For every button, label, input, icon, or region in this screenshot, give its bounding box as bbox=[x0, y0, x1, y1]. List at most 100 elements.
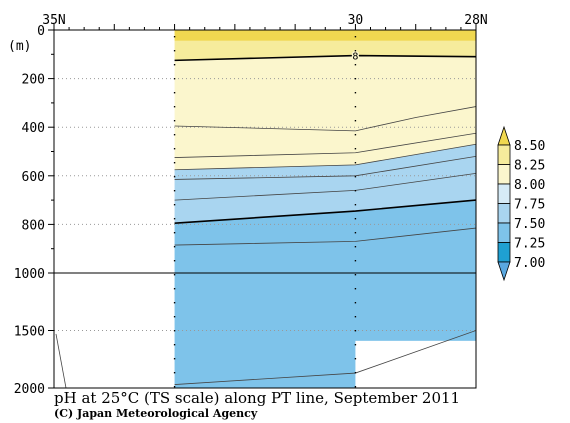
color-bands bbox=[174, 30, 476, 388]
y-tick-label: 1000 bbox=[14, 267, 45, 282]
chart-title: pH at 25°C (TS scale) along PT line, Sep… bbox=[54, 389, 461, 407]
legend-label: 7.00 bbox=[514, 256, 545, 271]
station-dot bbox=[354, 302, 357, 304]
y-tick-label: 1500 bbox=[14, 325, 45, 340]
contour-label: 8 bbox=[352, 52, 358, 63]
y-tick-label: 2000 bbox=[14, 382, 45, 397]
station-dot bbox=[173, 274, 176, 276]
station-dot bbox=[354, 288, 357, 290]
station-dot bbox=[354, 246, 357, 248]
axes: 35N 30 28N 0 200 400 600 800 1000 1500 2000 (m) bbox=[8, 13, 488, 397]
legend-swatch bbox=[497, 203, 511, 224]
x-tick-label: 28N bbox=[464, 13, 487, 28]
station-dot bbox=[354, 190, 357, 192]
station-dot bbox=[354, 36, 357, 38]
station-dot bbox=[354, 78, 357, 80]
legend-label: 7.75 bbox=[514, 198, 545, 213]
contour-line bbox=[174, 143, 476, 171]
station-dot bbox=[173, 50, 176, 52]
station-dot bbox=[354, 92, 357, 94]
station-dot bbox=[173, 302, 176, 304]
legend-swatch bbox=[497, 242, 511, 263]
legend-label: 8.00 bbox=[514, 178, 545, 193]
contour-line bbox=[55, 333, 67, 388]
station-dot bbox=[354, 386, 357, 388]
station-dot bbox=[173, 372, 176, 374]
station-dot bbox=[354, 162, 357, 164]
station-dot bbox=[354, 274, 357, 276]
grid-lines bbox=[54, 78, 476, 331]
station-dot bbox=[354, 204, 357, 206]
legend-swatch bbox=[497, 183, 511, 204]
contour-line bbox=[174, 227, 476, 246]
contour-line bbox=[174, 199, 476, 224]
station-markers bbox=[173, 36, 357, 388]
station-dot bbox=[173, 134, 176, 136]
contour-line bbox=[174, 54, 476, 62]
station-dot bbox=[173, 316, 176, 318]
contour-line bbox=[174, 155, 476, 180]
station-dot bbox=[173, 36, 176, 38]
band-above-8-25 bbox=[174, 30, 476, 41]
station-dot bbox=[173, 92, 176, 94]
color-legend: 8.50 8.25 8.00 7.75 7.50 7.25 7.00 bbox=[497, 125, 545, 282]
legend-label: 8.50 bbox=[514, 139, 545, 154]
station-dot bbox=[354, 316, 357, 318]
station-dot bbox=[354, 344, 357, 346]
legend-label: 7.50 bbox=[514, 217, 545, 232]
y-tick-label: 600 bbox=[22, 170, 45, 185]
band-7-50-to-7-75 bbox=[174, 144, 476, 224]
legend-swatch bbox=[497, 164, 511, 185]
legend-label: 7.25 bbox=[514, 237, 545, 252]
station-dot bbox=[173, 260, 176, 262]
station-dot bbox=[173, 218, 176, 220]
station-dot bbox=[173, 78, 176, 80]
station-dot bbox=[173, 162, 176, 164]
x-tick-label: 35N bbox=[42, 13, 65, 28]
station-dot bbox=[354, 330, 357, 332]
station-dot bbox=[354, 176, 357, 178]
station-dot bbox=[354, 134, 357, 136]
station-dot bbox=[354, 50, 357, 52]
station-dot bbox=[354, 106, 357, 108]
station-dot bbox=[354, 64, 357, 66]
no-data-region bbox=[355, 340, 476, 388]
station-dot bbox=[354, 372, 357, 374]
station-dot bbox=[173, 176, 176, 178]
legend-top-arrow bbox=[497, 125, 511, 146]
station-dot bbox=[354, 260, 357, 262]
station-dot bbox=[173, 246, 176, 248]
station-dot bbox=[354, 232, 357, 234]
legend-swatch bbox=[497, 144, 511, 165]
station-dot bbox=[354, 148, 357, 150]
band-7-75-to-8-00 bbox=[174, 55, 476, 170]
y-tick-label: 400 bbox=[22, 121, 45, 136]
chart-credit: (C) Japan Meteorological Agency bbox=[54, 407, 258, 420]
y-axis-label: (m) bbox=[8, 39, 31, 54]
station-dot bbox=[173, 344, 176, 346]
station-dot bbox=[173, 64, 176, 66]
station-dot bbox=[173, 190, 176, 192]
y-tick-label: 0 bbox=[37, 24, 45, 39]
station-dot bbox=[354, 120, 357, 122]
contour-line bbox=[174, 132, 476, 158]
y-tick-label: 200 bbox=[22, 73, 45, 88]
station-dot bbox=[173, 288, 176, 290]
legend-label: 8.25 bbox=[514, 159, 545, 174]
station-dot bbox=[354, 358, 357, 360]
station-dot bbox=[173, 358, 176, 360]
legend-bottom-arrow bbox=[497, 261, 511, 282]
station-dot bbox=[173, 330, 176, 332]
station-dot bbox=[173, 148, 176, 150]
station-dot bbox=[173, 232, 176, 234]
station-dot bbox=[173, 386, 176, 388]
contour-line bbox=[174, 106, 476, 132]
legend-swatch bbox=[497, 222, 511, 243]
station-dot bbox=[173, 120, 176, 122]
station-dot bbox=[173, 106, 176, 108]
y-tick-label: 800 bbox=[22, 218, 45, 233]
station-dot bbox=[173, 204, 176, 206]
station-dot bbox=[354, 218, 357, 220]
x-tick-label: 30 bbox=[348, 13, 364, 28]
